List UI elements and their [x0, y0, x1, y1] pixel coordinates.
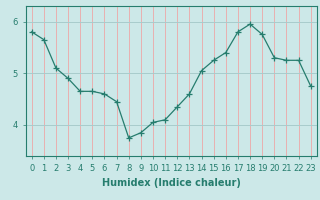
- X-axis label: Humidex (Indice chaleur): Humidex (Indice chaleur): [102, 178, 241, 188]
